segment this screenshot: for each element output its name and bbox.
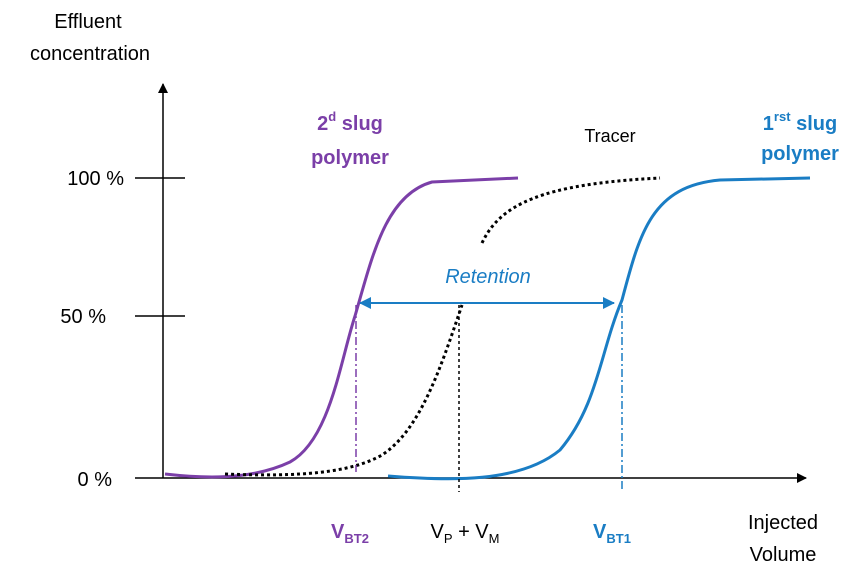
- marker-label: VBT1: [593, 521, 631, 546]
- curve-label: polymer: [761, 143, 839, 165]
- curve-tracer: [224, 176, 661, 477]
- text-part: P: [444, 531, 453, 546]
- curve-second-slug: [164, 176, 519, 479]
- text-part: M: [489, 531, 500, 546]
- text-part: V: [331, 521, 345, 543]
- curve-label: 2d slug: [317, 109, 383, 135]
- marker-label: VBT2: [331, 521, 369, 546]
- curve-label: polymer: [311, 147, 389, 169]
- curve-first-slug: [387, 176, 811, 481]
- y-tick-label: 50 %: [60, 306, 106, 328]
- text-part: V: [593, 521, 607, 543]
- retention-label: Retention: [445, 266, 531, 288]
- x-title: Volume: [750, 544, 817, 566]
- text-part: BT1: [606, 531, 631, 546]
- text-part: V: [431, 521, 445, 543]
- text-part: d: [328, 109, 336, 124]
- text-part: slug: [791, 113, 838, 135]
- marker-label: VP + VM: [431, 521, 500, 546]
- text-part: 1: [763, 113, 774, 135]
- text-part: 2: [317, 113, 328, 135]
- text-part: slug: [336, 113, 383, 135]
- y-title: concentration: [30, 43, 150, 65]
- text-part: rst: [774, 109, 791, 124]
- curve-label: Tracer: [584, 126, 635, 146]
- y-title: Effluent: [54, 11, 122, 33]
- x-title: Injected: [748, 512, 818, 534]
- curve-label: 1rst slug: [763, 109, 837, 135]
- y-tick-label: 0 %: [78, 469, 113, 491]
- text-part: BT2: [344, 531, 369, 546]
- text-part: + V: [453, 521, 490, 543]
- y-tick-label: 100 %: [67, 168, 124, 190]
